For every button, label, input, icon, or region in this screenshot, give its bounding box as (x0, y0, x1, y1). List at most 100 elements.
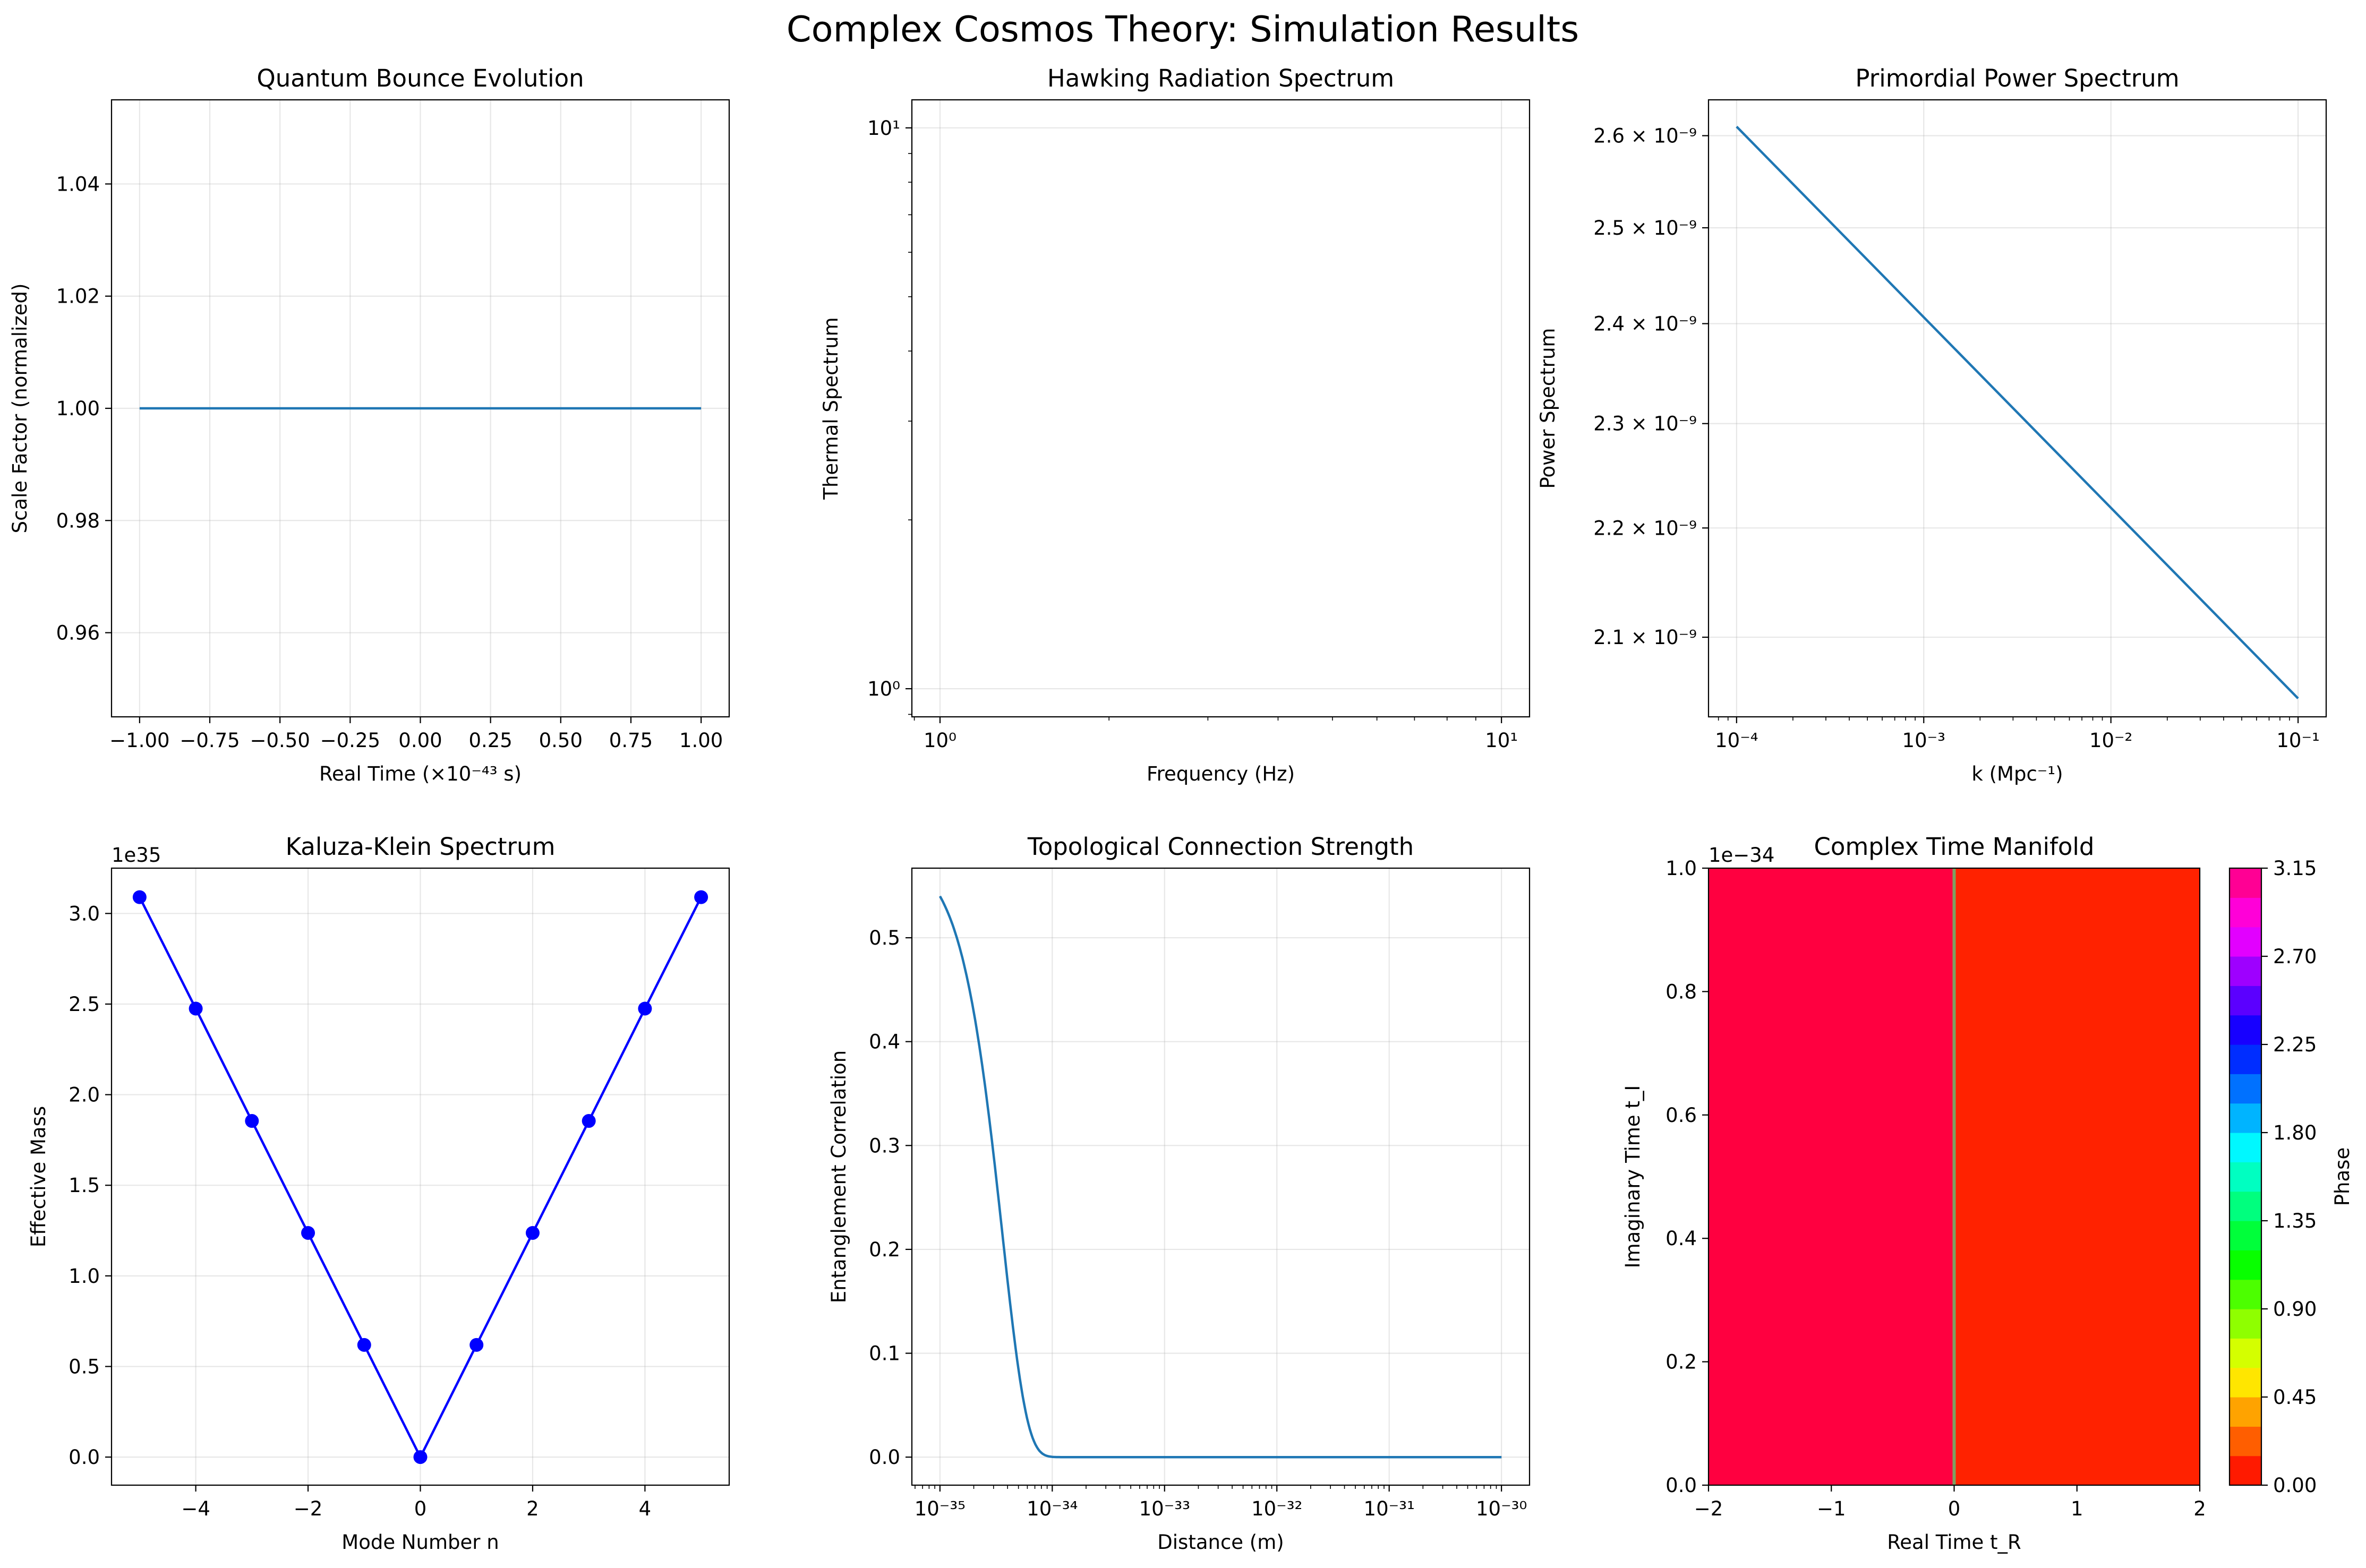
x-axis-label: Real Time (×10⁻⁴³ s) (319, 762, 522, 785)
colorbar-tick-label: 3.15 (2273, 857, 2317, 880)
y-tick-label: 2.3 × 10⁻⁹ (1593, 413, 1697, 435)
colorbar-tick-label: 2.70 (2273, 945, 2317, 968)
x-tick-label: 10⁻³³ (1139, 1497, 1190, 1520)
phase-region (1709, 868, 1954, 1485)
colorbar-band (2230, 897, 2261, 928)
y-axis-label: Power Spectrum (1536, 328, 1559, 489)
x-tick-label: 10⁻¹ (2276, 729, 2319, 752)
axes-frame (1707, 99, 2327, 718)
subplot-title: Complex Time Manifold (1814, 833, 2095, 861)
x-tick-label: 10⁻³¹ (1364, 1497, 1415, 1520)
subplot-title: Quantum Bounce Evolution (257, 64, 584, 92)
x-tick-label: 0.75 (609, 729, 653, 752)
y-tick-label: 0.1 (869, 1342, 900, 1365)
y-tick-label: 0.0 (69, 1446, 100, 1469)
y-tick-label: 0.2 (1665, 1351, 1697, 1374)
data-point (525, 1226, 540, 1240)
y-tick-label: 2.6 × 10⁻⁹ (1593, 125, 1697, 148)
colorbar-band (2230, 1191, 2261, 1221)
x-axis-label: Real Time t_R (1887, 1531, 2021, 1554)
subplot-6: −2 −1 0 1 2 0.0 0.2 0.4 0.6 0.8 1.0 Complex Time Ma… (1621, 833, 2354, 1554)
x-tick-label: 0.00 (398, 729, 442, 752)
colorbar-tick-label: 1.35 (2273, 1210, 2317, 1232)
colorbar-band (2230, 1338, 2261, 1368)
x-tick-label: 10⁻³⁰ (1476, 1497, 1527, 1520)
data-point (638, 1001, 652, 1016)
y-tick-label: 1.0 (1665, 857, 1697, 880)
x-axis-label: Frequency (Hz) (1147, 762, 1295, 785)
y-tick-label: 2.4 × 10⁻⁹ (1593, 313, 1697, 336)
y-tick-label: 0.5 (69, 1355, 100, 1378)
subplot-title: Primordial Power Spectrum (1855, 64, 2179, 92)
x-tick-label: 10⁻² (2089, 729, 2132, 752)
y-axis-label: Scale Factor (normalized) (8, 284, 31, 534)
x-tick-label: 10¹ (1485, 729, 1518, 752)
x-tick-label: 0.50 (539, 729, 583, 752)
y-tick-label: 0.6 (1665, 1104, 1697, 1127)
colorbar-band (2230, 956, 2261, 986)
colorbar-band (2230, 1103, 2261, 1133)
x-tick-label: −4 (181, 1497, 210, 1520)
colorbar-frame (2228, 867, 2262, 1486)
data-point (469, 1338, 484, 1352)
x-tick-label: 0 (1948, 1497, 1961, 1520)
subplot-title: Hawking Radiation Spectrum (1047, 64, 1394, 92)
y-axis-label: Effective Mass (27, 1106, 50, 1247)
y-tick-label: 2.5 × 10⁻⁹ (1593, 217, 1697, 239)
axis-offset-label: 1e−34 (1709, 844, 1774, 867)
x-tick-label: −2 (294, 1497, 323, 1520)
y-tick-label: 0.0 (869, 1446, 900, 1469)
colorbar-band (2230, 927, 2261, 957)
y-tick-label: 0.4 (869, 1031, 900, 1053)
axis-offset-label: 1e35 (112, 844, 161, 867)
colorbar-tick-label: 0.90 (2273, 1298, 2317, 1321)
colorbar-band (2230, 1279, 2261, 1309)
y-tick-label: 0.96 (56, 622, 100, 645)
subplot-2: 10⁰ 10¹ 10⁰ 10¹ Hawking Radiation Spectrum Fr… (819, 64, 1531, 785)
y-tick-label: 3.0 (69, 902, 100, 925)
x-tick-label: 4 (639, 1497, 652, 1520)
colorbar: 0.00 0.45 0.90 1.35 1.80 2.25 2.70 3.15 Phase (2228, 857, 2354, 1497)
subplot-5: 10⁻³⁵ 10⁻³⁴ 10⁻³³ 10⁻³² 10⁻³¹ 10⁻³⁰ 0.0 0.1 0.2 0… (827, 833, 1531, 1554)
x-tick-label: 10⁰ (924, 729, 956, 752)
subplot-1: −1.00 −0.75 −0.50 −0.25 0.00 0.25 0.50 0.75 1.00… (8, 64, 730, 785)
subplot-title: Kaluza-Klein Spectrum (286, 833, 556, 861)
colorbar-band (2230, 1015, 2261, 1045)
x-tick-label: −0.75 (180, 729, 240, 752)
figure-title: Complex Cosmos Theory: Simulation Result… (787, 8, 1579, 50)
colorbar-band (2230, 1221, 2261, 1250)
y-tick-label: 2.1 × 10⁻⁹ (1593, 626, 1697, 649)
colorbar-band (2230, 1426, 2261, 1456)
y-tick-label: 0.98 (56, 509, 100, 532)
x-tick-label: 10⁻³ (1902, 729, 1945, 752)
y-tick-label: 2.5 (69, 993, 100, 1016)
colorbar-band (2230, 868, 2261, 898)
y-tick-label: 0.0 (1665, 1474, 1697, 1497)
colorbar-band (2230, 1309, 2261, 1339)
x-tick-label: 10⁻⁴ (1715, 729, 1758, 752)
y-tick-label: 10⁰ (867, 678, 900, 700)
colorbar-tick-label: 2.25 (2273, 1033, 2317, 1056)
colorbar-band (2230, 1250, 2261, 1280)
x-axis-label: Distance (m) (1157, 1531, 1284, 1554)
y-tick-label: 1.04 (56, 173, 100, 195)
colorbar-band (2230, 1455, 2261, 1486)
series-line (938, 895, 1502, 1459)
x-tick-label: −1 (1817, 1497, 1846, 1520)
y-tick-label: 10¹ (867, 117, 900, 140)
x-tick-label: −0.50 (250, 729, 310, 752)
y-tick-label: 1.00 (56, 397, 100, 420)
colorbar-tick-label: 1.80 (2273, 1121, 2317, 1144)
colorbar-band (2230, 1044, 2261, 1074)
y-axis-label: Imaginary Time t_I (1621, 1085, 1644, 1269)
subplot-4: −4 −2 0 2 4 0.0 0.5 1.0 1.5 2.0 2.5 3.0 Kaluza-Klein… (27, 833, 730, 1554)
y-tick-label: 2.2 × 10⁻⁹ (1593, 517, 1697, 539)
y-tick-label: 1.0 (69, 1265, 100, 1288)
y-axis-label: Entanglement Correlation (827, 1050, 850, 1304)
x-tick-label: 0 (414, 1497, 427, 1520)
y-tick-label: 0.2 (869, 1238, 900, 1261)
colorbar-band (2230, 1133, 2261, 1162)
y-tick-label: 1.02 (56, 285, 100, 308)
data-point (132, 890, 147, 904)
